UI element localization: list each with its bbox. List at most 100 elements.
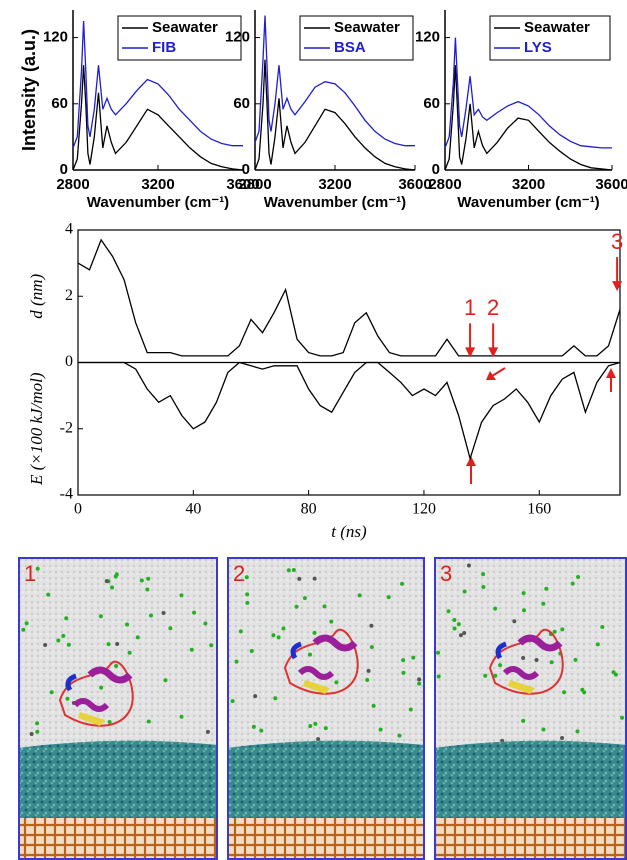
ion: [46, 592, 51, 597]
ion: [446, 609, 451, 614]
x-tick-label: 80: [301, 501, 317, 518]
protein-sheet: [78, 712, 105, 726]
ion: [493, 673, 498, 678]
ion: [259, 728, 264, 733]
ion: [560, 735, 565, 740]
protein-helix: [72, 698, 110, 712]
legend-box: [299, 15, 414, 61]
y-tick-label: -2: [60, 419, 73, 436]
protein-turn: [290, 641, 302, 660]
protein-helix: [87, 666, 133, 684]
ion: [179, 593, 184, 598]
ion: [544, 586, 549, 591]
protein: [58, 661, 134, 727]
y-axis-label: E (×100 kJ/mol): [27, 372, 46, 486]
ion: [560, 627, 565, 632]
ion: [251, 724, 256, 729]
ion: [56, 638, 61, 643]
ion: [99, 685, 104, 690]
protein-sheet: [303, 680, 330, 694]
ion: [369, 645, 374, 650]
ion: [620, 715, 625, 720]
ion: [209, 643, 214, 648]
series-line: [254, 59, 416, 171]
ion: [498, 663, 503, 668]
ion: [522, 608, 527, 613]
ion: [462, 589, 467, 594]
ion: [549, 660, 554, 665]
ion: [273, 696, 278, 701]
ion: [386, 595, 391, 600]
ion: [245, 600, 250, 605]
ion: [281, 626, 286, 631]
annotation: 1: [464, 295, 476, 320]
ion: [458, 633, 463, 638]
protein-sheet: [508, 680, 535, 694]
ion: [322, 604, 327, 609]
ion: [312, 576, 317, 581]
legend-box: [489, 15, 611, 61]
ion: [276, 635, 281, 640]
ion: [163, 678, 168, 683]
ion: [168, 626, 173, 631]
ion: [110, 585, 115, 590]
ion: [378, 727, 383, 732]
ion: [127, 650, 132, 655]
panel-frame: [18, 557, 218, 860]
series-line: [444, 65, 613, 171]
ion: [35, 729, 40, 734]
ion: [493, 606, 498, 611]
annotation-arrowhead: [465, 347, 476, 358]
ion: [107, 720, 112, 725]
ion: [65, 696, 70, 701]
ion: [49, 690, 54, 695]
y-axis-label: d (nm): [27, 273, 46, 318]
ion: [297, 576, 302, 581]
x-tick-label: 2800: [238, 176, 271, 193]
y-tick-label: -4: [60, 486, 73, 503]
ion: [61, 633, 66, 638]
ion: [66, 642, 71, 647]
ion: [148, 613, 153, 618]
ion: [302, 596, 307, 601]
x-tick-label: 0: [74, 501, 82, 518]
x-axis-label: Wavenumber (cm⁻¹): [264, 194, 406, 211]
annotation: 3: [611, 229, 623, 254]
ion: [323, 726, 328, 731]
ion: [234, 659, 239, 664]
ion: [570, 581, 575, 586]
protein-turn: [495, 641, 507, 660]
legend-label: Seawater: [152, 19, 218, 36]
x-tick-label: 40: [185, 501, 201, 518]
series-line: [77, 238, 621, 357]
ion: [312, 630, 317, 635]
x-tick-label: 2800: [428, 176, 461, 193]
x-tick-label: 3600: [226, 176, 259, 193]
ion: [334, 680, 339, 685]
protein: [488, 629, 564, 695]
surface-layer: [18, 740, 218, 818]
ion: [481, 572, 486, 577]
y-tick-label: 120: [415, 29, 440, 46]
panel-frame: [227, 557, 425, 860]
x-tick-label: 2800: [56, 176, 89, 193]
series-line: [72, 20, 243, 149]
ion: [595, 642, 600, 647]
ion: [436, 650, 441, 655]
ion: [521, 591, 526, 596]
series-line: [72, 65, 244, 171]
y-tick-label: 2: [65, 287, 73, 304]
ion: [611, 670, 616, 675]
x-tick-label: 3200: [318, 176, 351, 193]
legend-label: LYS: [524, 39, 552, 56]
ion: [357, 593, 362, 598]
ion: [521, 655, 526, 660]
x-tick-label: 3200: [141, 176, 174, 193]
ion: [316, 737, 321, 742]
annotation: 2: [487, 295, 499, 320]
ion: [113, 574, 118, 579]
x-tick-label: 3200: [512, 176, 545, 193]
annotation-arrowhead: [612, 281, 623, 292]
ion: [146, 719, 151, 724]
ion: [436, 674, 441, 679]
